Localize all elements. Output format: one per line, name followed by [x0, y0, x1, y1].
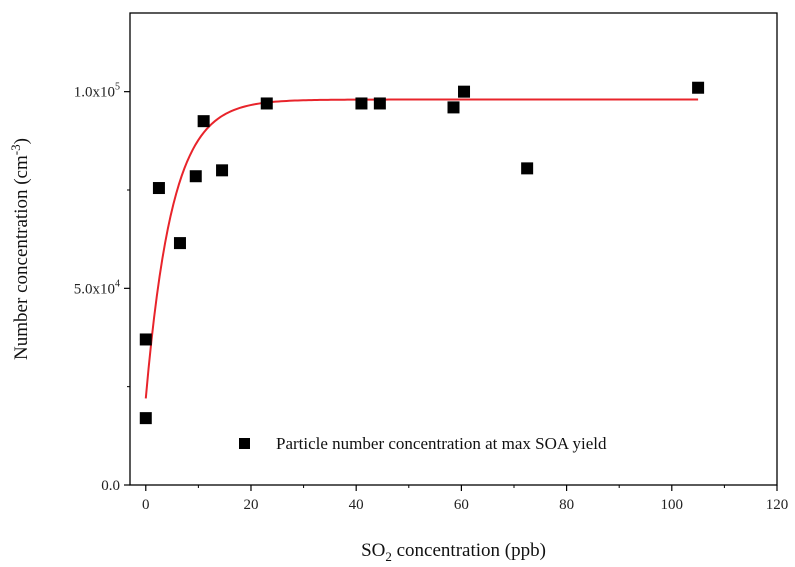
- data-point: [139, 412, 152, 425]
- data-point: [197, 115, 210, 128]
- legend-marker-square: [239, 438, 250, 449]
- x-tick-label: 20: [243, 497, 258, 513]
- fit-curve: [144, 98, 699, 399]
- x-tick-label: 120: [766, 497, 789, 513]
- x-tick-label: 80: [559, 497, 574, 513]
- data-point: [260, 97, 273, 110]
- data-point: [173, 237, 186, 250]
- data-point: [692, 81, 705, 94]
- plot-frame: [129, 12, 778, 486]
- x-axis-title: SO2 concentration (ppb): [361, 540, 546, 564]
- data-point: [152, 182, 165, 195]
- data-point: [216, 164, 229, 177]
- x-axis-ticks: 0 20 40 60 80 100 120: [142, 485, 788, 513]
- legend: Particle number concentration at max SOA…: [239, 434, 607, 453]
- data-points-layer: [139, 81, 705, 425]
- data-point: [355, 97, 368, 110]
- y-axis-ticks: 0.0 5.0x104 1.0x105: [74, 82, 130, 494]
- data-point: [189, 170, 202, 183]
- data-point: [521, 162, 534, 175]
- x-tick-label: 100: [661, 497, 684, 513]
- legend-label: Particle number concentration at max SOA…: [276, 434, 607, 453]
- data-point: [458, 85, 471, 98]
- y-tick-label: 5.0x104: [74, 278, 120, 297]
- fit-curve-layer: [144, 98, 699, 399]
- x-tick-label: 40: [349, 497, 364, 513]
- y-axis-title: Number concentration (cm-3): [8, 138, 32, 360]
- data-point: [447, 101, 460, 114]
- y-tick-label: 0.0: [101, 478, 120, 494]
- x-tick-label: 0: [142, 497, 150, 513]
- data-point: [373, 97, 386, 110]
- x-tick-label: 60: [454, 497, 469, 513]
- data-point: [139, 333, 152, 346]
- y-tick-label: 1.0x105: [74, 82, 120, 101]
